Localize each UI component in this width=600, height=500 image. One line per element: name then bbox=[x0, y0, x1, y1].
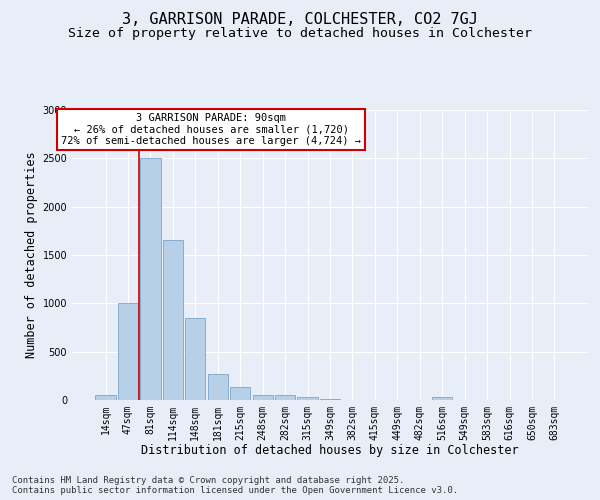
Bar bbox=[95, 395, 116, 400]
Text: Contains HM Land Registry data © Crown copyright and database right 2025.
Contai: Contains HM Land Registry data © Crown c… bbox=[12, 476, 458, 495]
Bar bbox=[208, 374, 228, 400]
Text: 3, GARRISON PARADE, COLCHESTER, CO2 7GJ: 3, GARRISON PARADE, COLCHESTER, CO2 7GJ bbox=[122, 12, 478, 28]
X-axis label: Distribution of detached houses by size in Colchester: Distribution of detached houses by size … bbox=[141, 444, 519, 458]
Text: 3 GARRISON PARADE: 90sqm
← 26% of detached houses are smaller (1,720)
72% of sem: 3 GARRISON PARADE: 90sqm ← 26% of detach… bbox=[61, 113, 361, 146]
Bar bbox=[230, 388, 250, 400]
Bar bbox=[432, 397, 452, 400]
Bar bbox=[185, 318, 205, 400]
Bar bbox=[118, 304, 138, 400]
Y-axis label: Number of detached properties: Number of detached properties bbox=[25, 152, 38, 358]
Bar bbox=[253, 394, 273, 400]
Bar bbox=[163, 240, 183, 400]
Bar bbox=[298, 397, 317, 400]
Bar bbox=[140, 158, 161, 400]
Bar bbox=[275, 394, 295, 400]
Bar bbox=[320, 399, 340, 400]
Text: Size of property relative to detached houses in Colchester: Size of property relative to detached ho… bbox=[68, 28, 532, 40]
